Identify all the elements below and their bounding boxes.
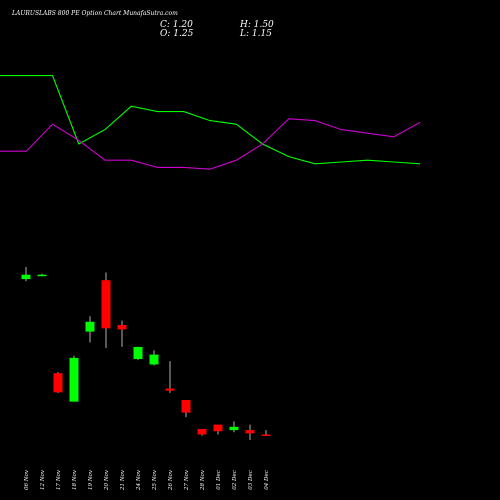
x-tick-label: 26 Nov <box>168 469 174 491</box>
x-tick-label: 19 Nov <box>88 469 94 490</box>
candle-body <box>197 429 207 435</box>
x-tick-label: 24 Nov <box>136 469 142 491</box>
candle-body <box>229 426 239 431</box>
candle-body <box>101 280 111 329</box>
candle-body <box>53 373 63 393</box>
x-tick-label: 02 Dec <box>232 470 238 490</box>
close-value: C: 1.20 <box>160 20 193 30</box>
candle-body <box>213 424 223 432</box>
x-tick-label: 21 Nov <box>120 469 126 491</box>
x-tick-label: 04 Dec <box>264 470 270 490</box>
candle-body <box>165 388 175 391</box>
candle-body <box>69 357 79 402</box>
candle-body <box>85 321 95 332</box>
x-tick-label: 06 Nov <box>24 469 30 490</box>
low-value: L: 1.15 <box>239 29 272 39</box>
candle-body <box>245 430 255 434</box>
candle-body <box>117 325 127 330</box>
green-line <box>0 75 421 165</box>
x-tick-label: 28 Nov <box>200 469 206 491</box>
chart-title: LAURUSLABS 800 PE Option Chart MunafaSut… <box>11 10 178 17</box>
candle-body <box>133 346 143 359</box>
candle-body <box>37 274 47 277</box>
x-tick-label: 01 Dec <box>216 470 222 490</box>
x-tick-label: 17 Nov <box>56 469 62 490</box>
open-value: O: 1.25 <box>160 29 194 39</box>
magenta-line <box>0 118 421 170</box>
x-tick-label: 03 Dec <box>248 470 254 490</box>
candle-body <box>261 434 271 436</box>
candlestick-series <box>21 267 271 440</box>
x-tick-label: 18 Nov <box>72 469 78 490</box>
candle-body <box>149 354 159 365</box>
high-value: H: 1.50 <box>239 20 274 30</box>
x-axis-ticks: 06 Nov 12 Nov 17 Nov 18 Nov 19 Nov 20 Nov 21 N… <box>24 469 270 491</box>
candle-body <box>181 400 191 413</box>
x-tick-label: 27 Nov <box>184 469 190 491</box>
indicator-lines <box>0 75 421 170</box>
candle-body <box>21 274 31 280</box>
x-tick-label: 20 Nov <box>104 469 110 491</box>
x-tick-label: 25 Nov <box>152 469 158 491</box>
x-tick-label: 12 Nov <box>40 469 46 490</box>
